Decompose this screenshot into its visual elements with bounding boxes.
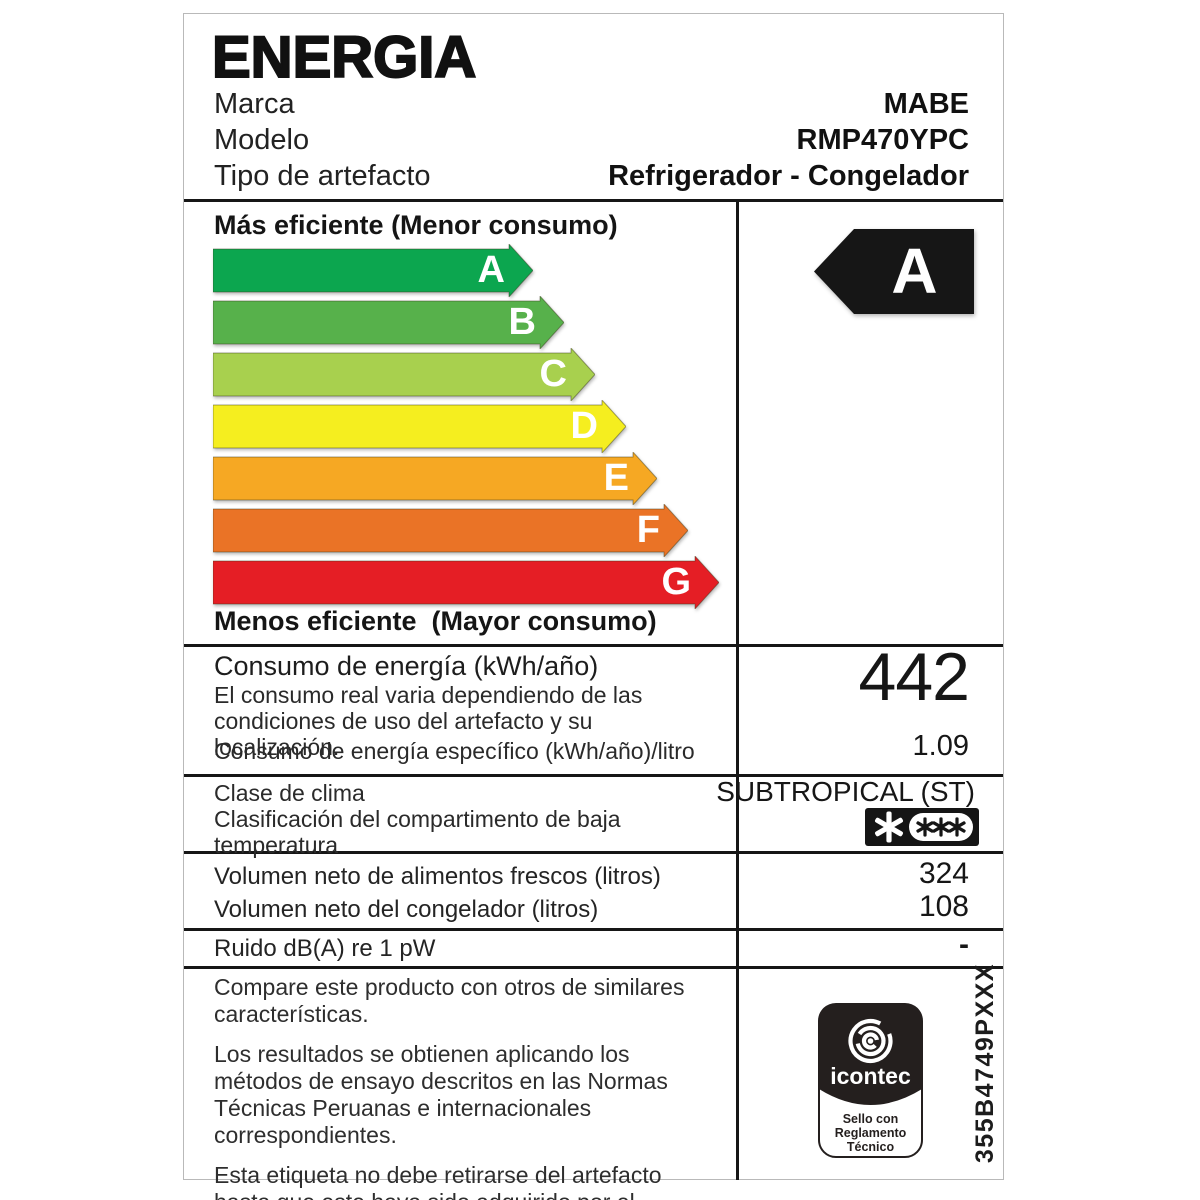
footer-paragraph: Esta etiqueta no debe retirarse del arte…	[214, 1162, 662, 1200]
page-title: ENERGIA	[211, 24, 477, 91]
freezer-volume-label: Volumen neto del congelador (litros)	[214, 896, 599, 923]
model-value: RMP470YPC	[796, 124, 969, 156]
seal-text-line: Sello con	[843, 1112, 899, 1126]
grade-letter: A	[477, 249, 505, 291]
grade-bar-b: B	[213, 296, 564, 349]
icontec-seal-icon: icontec Sello con Reglamento Técnico	[818, 1003, 923, 1158]
rating-arrow-left-icon: A	[814, 229, 974, 314]
model-label: Modelo	[214, 124, 310, 156]
grade-bar-f: F	[213, 504, 688, 557]
grade-bar-d: D	[213, 400, 626, 453]
rating-letter: A	[891, 235, 938, 307]
noise-value: -	[959, 928, 969, 961]
divider	[184, 851, 1003, 854]
scale-bottom-caption: Menos eficiente (Mayor consumo)	[214, 606, 657, 636]
footer-notes: Compare este producto con otros de simil…	[214, 974, 722, 1200]
footer-paragraph: Los resultados se obtienen aplicando los…	[214, 1041, 668, 1148]
grade-letter: G	[661, 561, 691, 603]
freezer-star-rating-icon	[865, 808, 979, 846]
freezer-volume-value: 108	[918, 890, 969, 923]
climate-class-label: Clase de clima	[214, 780, 365, 806]
energy-label: ENERGIA Marca MABE Modelo RMP470YPC Tipo…	[183, 13, 1004, 1200]
fresh-volume-value: 324	[918, 857, 969, 890]
grade-bar-a: A	[213, 244, 533, 297]
grade-letter: D	[570, 405, 598, 447]
grade-bar-c: C	[213, 348, 595, 401]
seal-text-line: Técnico	[847, 1140, 895, 1154]
grade-letter: E	[603, 457, 629, 499]
grade-bar-e: E	[213, 452, 657, 505]
noise-label: Ruido dB(A) re 1 pW	[214, 935, 436, 962]
appliance-type-value: Refrigerador - Congelador	[608, 160, 969, 192]
footer-paragraph: Compare este producto con otros de simil…	[214, 974, 685, 1027]
seal-text-line: Reglamento	[835, 1126, 907, 1140]
climate-class-value: SUBTROPICAL (ST)	[716, 776, 975, 807]
brand-value: MABE	[883, 88, 969, 120]
label-serial-code: 355B4749PXXX	[971, 962, 999, 1163]
consumption-value: 442	[858, 639, 970, 715]
divider	[184, 928, 1003, 931]
grade-bar-g: G	[213, 556, 719, 609]
appliance-type-label: Tipo de artefacto	[214, 160, 431, 192]
low-temp-compartment-label: Clasificación del compartimento de baja …	[214, 806, 621, 858]
scale-top-caption: Más eficiente (Menor consumo)	[214, 210, 618, 240]
consumption-note: El consumo real varia dependiendo de las…	[214, 682, 643, 760]
icontec-brand-text: icontec	[830, 1063, 911, 1089]
brand-label: Marca	[214, 88, 295, 120]
grade-letter: B	[508, 301, 536, 343]
divider	[184, 774, 1003, 777]
divider	[184, 966, 1003, 969]
column-divider	[736, 199, 739, 1180]
grade-letter: C	[539, 353, 567, 395]
consumption-title: Consumo de energía (kWh/año)	[214, 651, 599, 681]
grade-letter: F	[636, 509, 660, 551]
fresh-volume-label: Volumen neto de alimentos frescos (litro…	[214, 863, 661, 890]
specific-consumption-value: 1.09	[912, 730, 969, 762]
divider	[184, 644, 1003, 647]
specific-consumption-label: Consumo de energía específico (kWh/año)/…	[214, 738, 695, 764]
divider	[184, 199, 1003, 202]
